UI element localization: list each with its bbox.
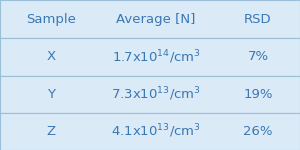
Text: 26%: 26% xyxy=(243,125,273,138)
Bar xyxy=(0,0,300,38)
Text: 4.1x10$^{13}$/cm$^{3}$: 4.1x10$^{13}$/cm$^{3}$ xyxy=(111,123,201,140)
Bar xyxy=(0,38,300,75)
Text: 1.7x10$^{14}$/cm$^{3}$: 1.7x10$^{14}$/cm$^{3}$ xyxy=(112,48,200,66)
Text: 7.3x10$^{13}$/cm$^{3}$: 7.3x10$^{13}$/cm$^{3}$ xyxy=(111,85,201,103)
Text: RSD: RSD xyxy=(244,13,272,26)
Text: Y: Y xyxy=(47,88,55,101)
Text: 7%: 7% xyxy=(248,50,268,63)
Bar xyxy=(0,113,300,150)
Text: Sample: Sample xyxy=(26,13,76,26)
Text: Average [N]: Average [N] xyxy=(116,13,196,26)
Text: Z: Z xyxy=(46,125,56,138)
Text: X: X xyxy=(46,50,56,63)
Text: 19%: 19% xyxy=(243,88,273,101)
Bar xyxy=(0,75,300,113)
